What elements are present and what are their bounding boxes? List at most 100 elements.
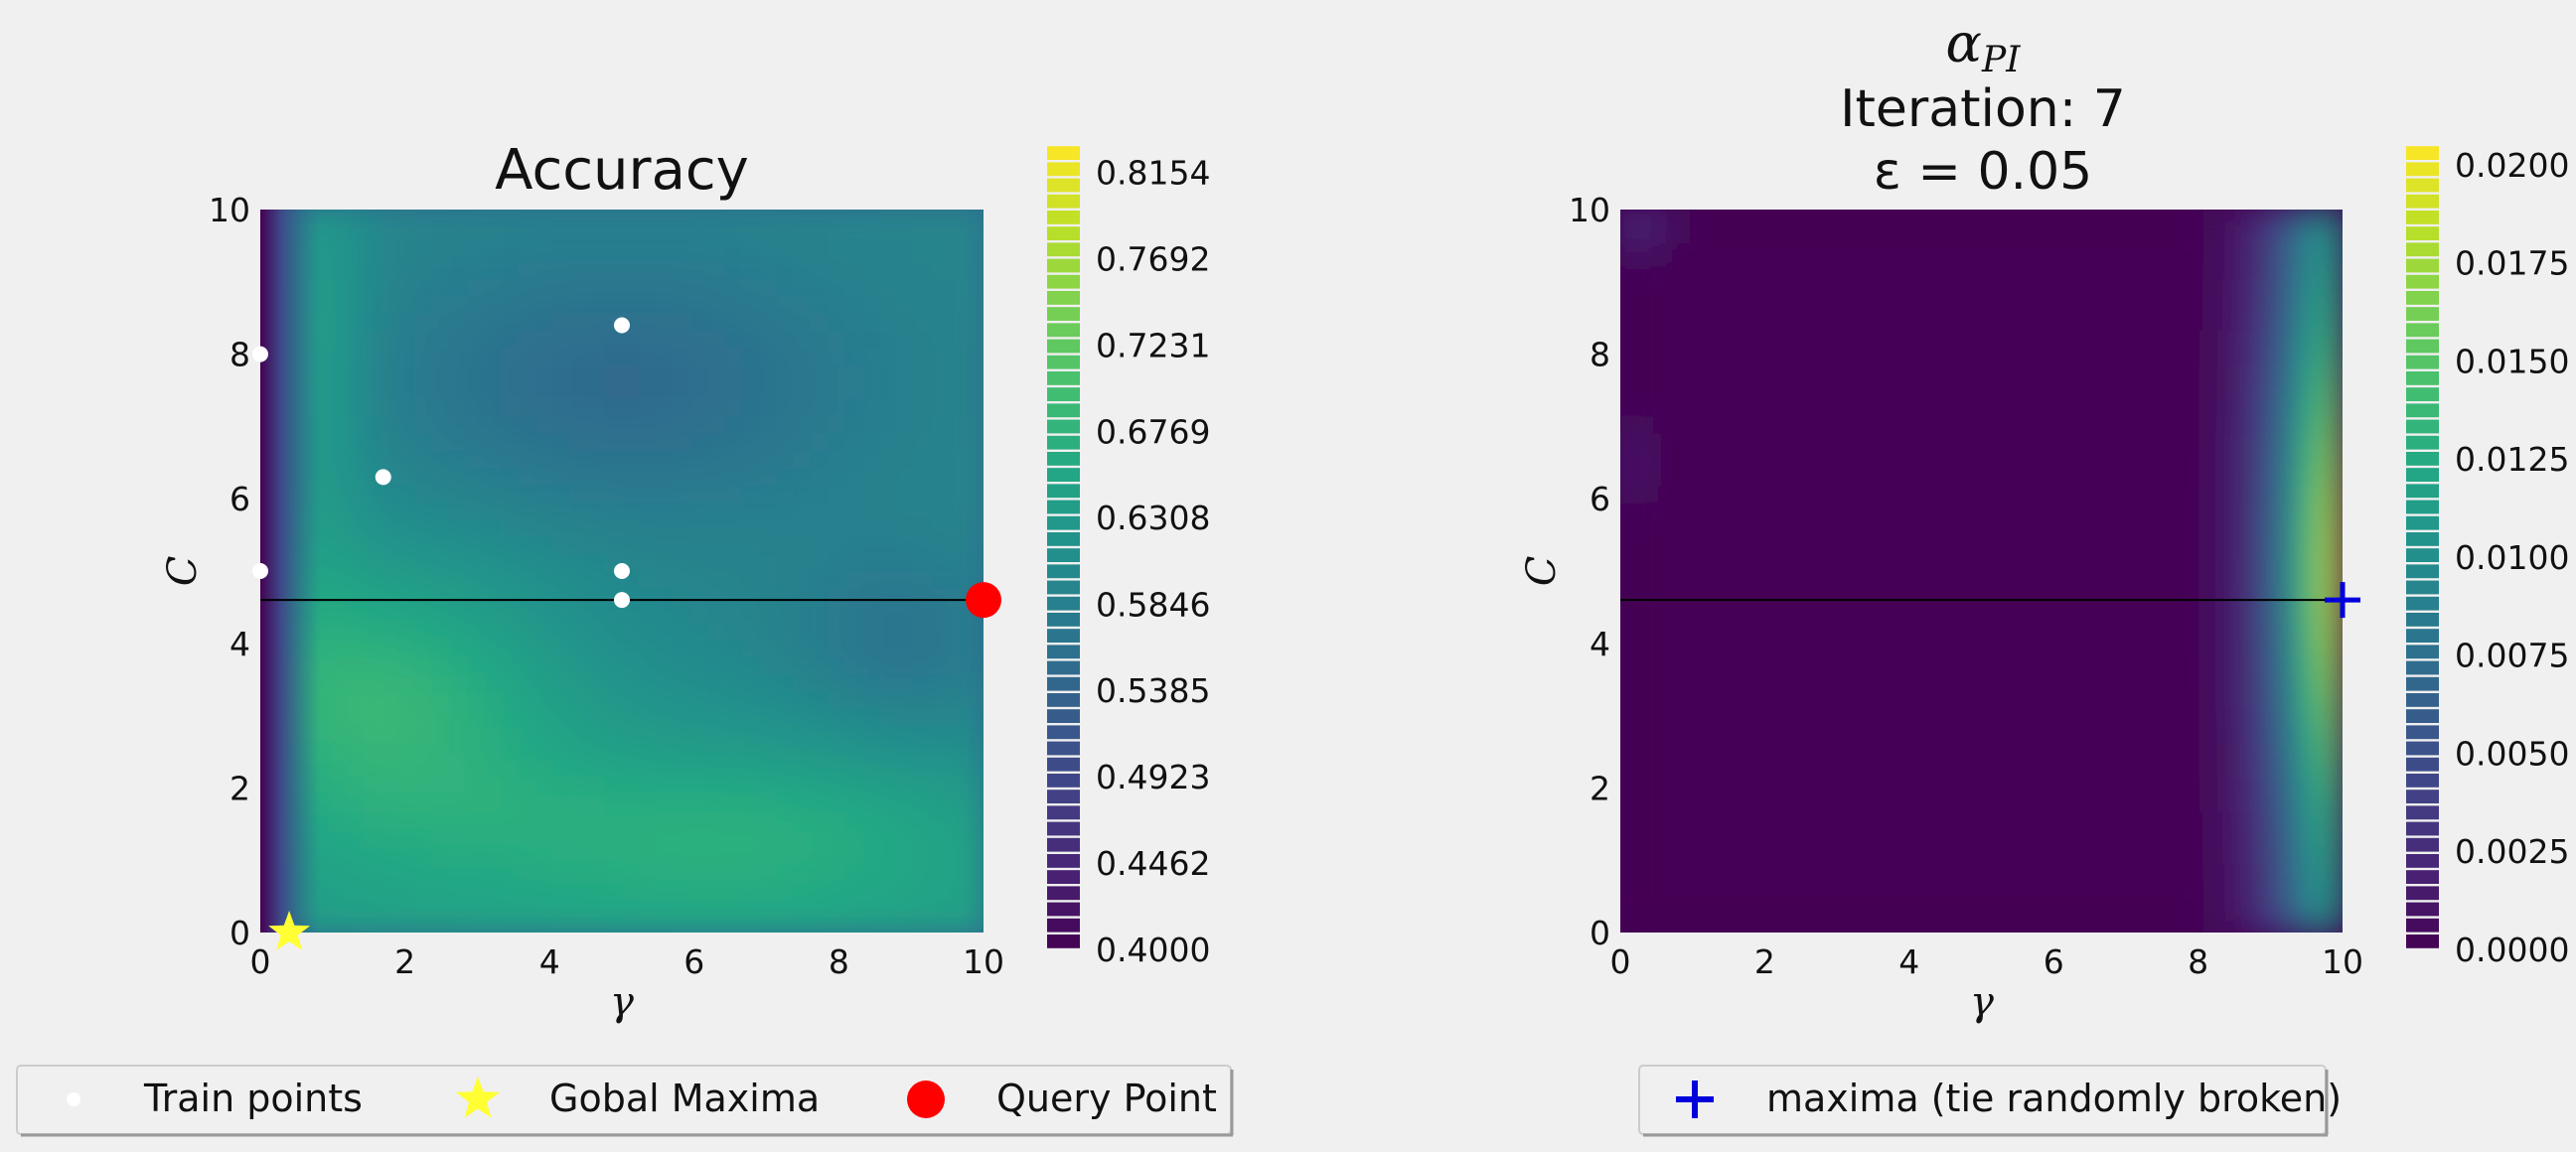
colorbar-tick-label: 0.0100: [2455, 538, 2569, 577]
colorbar-segment: [2406, 468, 2439, 482]
query-point-marker: [966, 582, 1001, 619]
colorbar-segment: [2406, 725, 2439, 740]
colorbar-segment: [1047, 307, 1080, 321]
legend-left: Train points Gobal Maxima Query Point: [16, 1065, 1234, 1137]
colorbar-segment: [2406, 774, 2439, 788]
colorbar-segment: [1047, 805, 1080, 820]
train-point: [375, 469, 391, 486]
colorbar-segment: [1047, 468, 1080, 482]
colorbar-segment: [1047, 515, 1080, 530]
maxima-legend-marker: [1676, 1080, 1714, 1118]
colorbar-segment: [1047, 709, 1080, 723]
colorbar-tick-label: 0.6769: [1096, 412, 1210, 451]
colorbar-segment: [2406, 162, 2439, 177]
colorbar-segment: [1047, 935, 1080, 948]
colorbar-segment: [2406, 515, 2439, 530]
colorbar-tick-label: 0.0025: [2455, 832, 2569, 871]
colorbar-segment: [2406, 211, 2439, 224]
colorbar-segment: [1047, 596, 1080, 611]
colorbar-segment: [2406, 854, 2439, 868]
colorbar-tick-label: 0.5846: [1096, 585, 1210, 624]
acq-y-tick: 10: [1569, 191, 1610, 229]
acq-title-subscript: PI: [1981, 40, 2021, 80]
colorbar-segment: [2406, 435, 2439, 450]
colorbar-segment: [1047, 258, 1080, 273]
train-point: [252, 563, 268, 579]
colorbar-tick-label: 0.7692: [1096, 240, 1210, 279]
colorbar-segment: [1047, 854, 1080, 868]
colorbar-segment: [2406, 693, 2439, 707]
colorbar-segment: [2406, 660, 2439, 675]
colorbar-segment: [2406, 258, 2439, 273]
accuracy-x-tick: 10: [963, 942, 1004, 981]
y-axis-label: C: [160, 556, 206, 587]
x-axis-label: γ: [610, 979, 634, 1025]
colorbar-segment: [1047, 500, 1080, 514]
acq-x-tick: 8: [2188, 942, 2208, 981]
accuracy-chart: Accuracy 0 2 4 6 8 10 0 2 4 6 8 10 γ C 0.4000 0.4462…: [160, 138, 1210, 1025]
colorbar-segment: [2406, 709, 2439, 723]
colorbar-segment: [1047, 178, 1080, 193]
colorbar-segment: [2406, 242, 2439, 257]
colorbar-segment: [2406, 790, 2439, 803]
colorbar-segment: [2406, 821, 2439, 836]
colorbar-segment: [2406, 484, 2439, 499]
colorbar-tick-label: 0.0125: [2455, 440, 2569, 479]
legend-train-points: Train points: [143, 1077, 363, 1120]
accuracy-x-tick: 6: [683, 942, 704, 981]
colorbar-segment: [1047, 548, 1080, 562]
colorbar-segment: [1047, 741, 1080, 756]
colorbar-segment: [1047, 452, 1080, 466]
colorbar-segment: [1047, 323, 1080, 338]
colorbar-segment: [2406, 500, 2439, 514]
colorbar-segment: [2406, 226, 2439, 240]
colorbar-segment: [2406, 307, 2439, 321]
colorbar-segment: [1047, 918, 1080, 933]
colorbar-tick-label: 0.0175: [2455, 244, 2569, 283]
colorbar-segment: [1047, 725, 1080, 740]
legend-query-point: Query Point: [996, 1077, 1217, 1120]
train-point: [614, 317, 630, 334]
colorbar-segment: [1047, 774, 1080, 788]
colorbar-segment: [2406, 323, 2439, 338]
acq-y-tick: 6: [1590, 480, 1610, 518]
colorbar-tick-label: 0.0200: [2455, 146, 2569, 185]
colorbar-segment: [1047, 613, 1080, 627]
accuracy-y-tick: 2: [229, 769, 250, 807]
train-point: [252, 346, 268, 362]
colorbar-segment: [2406, 935, 2439, 948]
colorbar-segment: [1047, 194, 1080, 209]
colorbar-segment: [1047, 645, 1080, 659]
colorbar-segment: [1047, 676, 1080, 691]
colorbar-segment: [1047, 371, 1080, 385]
acquisition-colorbar: 0.0000 0.0025 0.0050 0.0075 0.0100 0.0125 0.01…: [2406, 146, 2569, 969]
colorbar-segment: [1047, 660, 1080, 675]
accuracy-x-tick: 4: [539, 942, 560, 981]
acq-title-epsilon: ε = 0.05: [1874, 142, 2093, 202]
colorbar-segment: [1047, 419, 1080, 434]
global-maxima-legend-marker: [456, 1077, 500, 1118]
legend-right: maxima (tie randomly broken): [1638, 1065, 2342, 1137]
acq-title-symbol: α: [1946, 12, 1982, 74]
colorbar-segment: [2406, 548, 2439, 562]
colorbar-segment: [2406, 613, 2439, 627]
accuracy-y-tick: 4: [229, 625, 250, 663]
accuracy-x-tick: 0: [250, 942, 271, 981]
colorbar-segment: [1047, 291, 1080, 305]
colorbar-segment: [1047, 226, 1080, 240]
train-point: [614, 563, 630, 579]
colorbar-segment: [2406, 837, 2439, 852]
x-axis-label-acq: γ: [1970, 979, 1994, 1025]
colorbar-segment: [1047, 821, 1080, 836]
colorbar-tick-label: 0.8154: [1096, 154, 1210, 193]
colorbar-segment: [1047, 435, 1080, 450]
colorbar-segment: [1047, 790, 1080, 803]
colorbar-tick-label: 0.7231: [1096, 326, 1210, 364]
acq-x-tick: 0: [1610, 942, 1631, 981]
colorbar-tick-label: 0.0075: [2455, 637, 2569, 675]
colorbar-segment: [2406, 805, 2439, 820]
colorbar-segment: [1047, 484, 1080, 499]
colorbar-segment: [1047, 757, 1080, 772]
colorbar-segment: [1047, 355, 1080, 369]
accuracy-y-tick: 6: [229, 480, 250, 518]
